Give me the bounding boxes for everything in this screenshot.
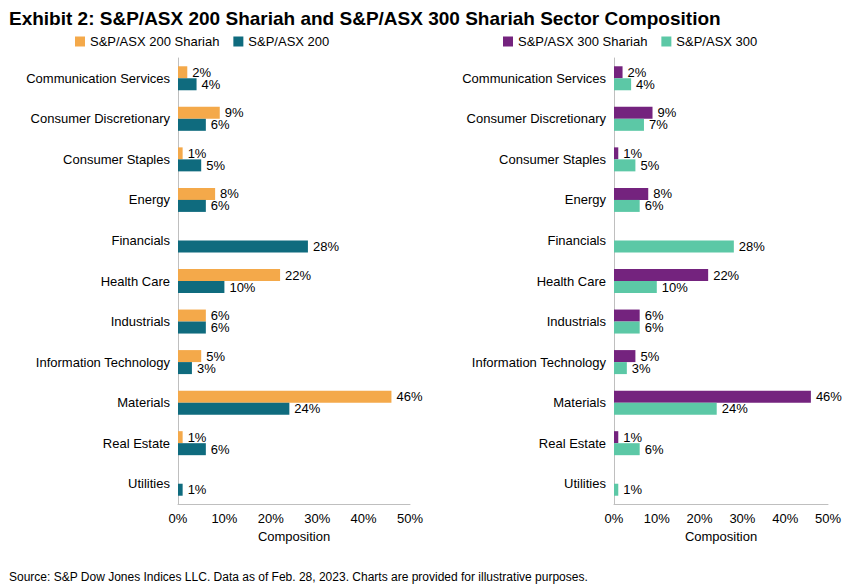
svg-text:46%: 46% (816, 389, 842, 404)
svg-text:Consumer Staples: Consumer Staples (499, 152, 606, 167)
svg-text:Communication Services: Communication Services (462, 71, 606, 86)
svg-text:22%: 22% (285, 268, 311, 283)
svg-text:5%: 5% (206, 158, 225, 173)
svg-text:10%: 10% (662, 280, 688, 295)
svg-text:1%: 1% (623, 430, 642, 445)
svg-text:Real Estate: Real Estate (103, 436, 170, 451)
svg-text:8%: 8% (653, 186, 672, 202)
svg-text:5%: 5% (640, 158, 659, 173)
svg-text:2%: 2% (627, 64, 647, 80)
svg-text:Composition: Composition (685, 529, 757, 544)
svg-text:50%: 50% (815, 511, 841, 526)
svg-text:3%: 3% (632, 361, 651, 376)
svg-text:0%: 0% (605, 511, 624, 526)
svg-text:6%: 6% (645, 442, 664, 457)
svg-text:Communication Services: Communication Services (26, 71, 170, 86)
svg-text:20%: 20% (687, 511, 713, 526)
svg-text:0%: 0% (169, 511, 188, 526)
svg-text:6%: 6% (210, 308, 230, 323)
svg-text:S&P/ASX 200 Shariah: S&P/ASX 200 Shariah (90, 34, 219, 49)
svg-text:Materials: Materials (117, 395, 170, 410)
svg-text:Real Estate: Real Estate (539, 436, 606, 451)
svg-text:8%: 8% (220, 186, 239, 202)
svg-text:1%: 1% (623, 145, 643, 161)
svg-text:6%: 6% (211, 320, 230, 335)
svg-text:20%: 20% (258, 511, 284, 526)
svg-text:Industrials: Industrials (547, 314, 607, 329)
svg-text:Composition: Composition (258, 529, 330, 544)
svg-text:Consumer Discretionary: Consumer Discretionary (31, 111, 171, 126)
svg-text:10%: 10% (211, 511, 237, 526)
svg-text:Health Care: Health Care (101, 274, 170, 289)
svg-text:9%: 9% (224, 105, 244, 121)
svg-text:Financials: Financials (111, 233, 170, 248)
svg-text:2%: 2% (192, 64, 212, 80)
svg-text:1%: 1% (188, 482, 207, 497)
svg-text:Utilities: Utilities (128, 476, 170, 491)
svg-text:Source: S&P Dow Jones Indices: Source: S&P Dow Jones Indices LLC. Data … (9, 570, 588, 584)
svg-text:Information Technology: Information Technology (472, 355, 607, 370)
svg-text:Materials: Materials (553, 395, 606, 410)
svg-text:6%: 6% (645, 320, 664, 335)
svg-text:Financials: Financials (547, 233, 606, 248)
svg-text:Health Care: Health Care (537, 274, 606, 289)
svg-text:10%: 10% (644, 511, 670, 526)
svg-text:Industrials: Industrials (111, 314, 171, 329)
svg-text:6%: 6% (645, 198, 664, 213)
svg-text:1%: 1% (188, 430, 207, 445)
svg-text:6%: 6% (211, 442, 230, 457)
svg-text:9%: 9% (657, 105, 677, 121)
svg-text:3%: 3% (197, 361, 216, 376)
svg-text:10%: 10% (229, 280, 255, 295)
svg-text:24%: 24% (294, 401, 320, 416)
svg-text:Energy: Energy (129, 192, 171, 207)
svg-text:6%: 6% (644, 308, 664, 323)
svg-text:Energy: Energy (565, 192, 607, 207)
svg-text:S&P/ASX 200: S&P/ASX 200 (248, 34, 329, 49)
svg-text:4%: 4% (202, 77, 221, 92)
svg-text:Consumer Staples: Consumer Staples (63, 152, 170, 167)
svg-text:50%: 50% (397, 511, 423, 526)
svg-text:46%: 46% (396, 389, 422, 404)
svg-text:1%: 1% (623, 482, 642, 497)
svg-text:6%: 6% (211, 117, 230, 132)
svg-text:5%: 5% (206, 348, 225, 364)
svg-text:30%: 30% (729, 511, 755, 526)
svg-text:Information Technology: Information Technology (36, 355, 171, 370)
svg-text:Consumer Discretionary: Consumer Discretionary (467, 111, 607, 126)
svg-text:Utilities: Utilities (564, 476, 606, 491)
svg-text:28%: 28% (313, 239, 339, 254)
svg-text:4%: 4% (636, 77, 655, 92)
svg-text:Exhibit 2: S&P/ASX 200 Shariah: Exhibit 2: S&P/ASX 200 Shariah and S&P/A… (9, 8, 721, 29)
svg-text:S&P/ASX 300: S&P/ASX 300 (676, 34, 757, 49)
svg-text:7%: 7% (649, 117, 668, 132)
svg-text:28%: 28% (739, 239, 765, 254)
svg-text:6%: 6% (211, 198, 230, 213)
svg-text:24%: 24% (722, 401, 748, 416)
svg-text:S&P/ASX 300 Shariah: S&P/ASX 300 Shariah (518, 34, 647, 49)
svg-text:1%: 1% (188, 146, 207, 161)
svg-text:40%: 40% (351, 511, 377, 526)
svg-text:40%: 40% (772, 511, 798, 526)
svg-text:22%: 22% (713, 268, 739, 283)
svg-text:30%: 30% (304, 511, 330, 526)
svg-text:5%: 5% (640, 348, 660, 364)
